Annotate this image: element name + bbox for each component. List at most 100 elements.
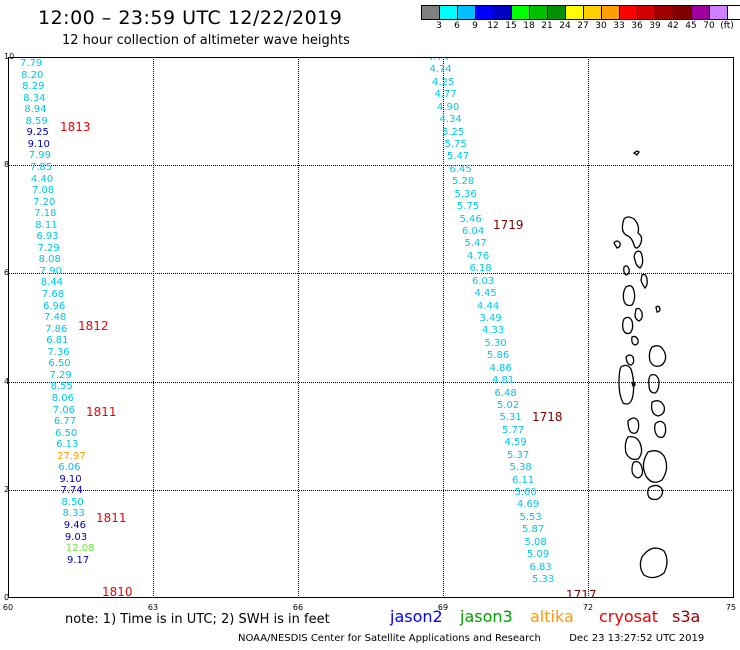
scale-label: 70 <box>703 21 715 31</box>
chart-title: 12:00 – 23:59 UTC 12/22/2019 <box>38 7 343 29</box>
scale-swatch <box>637 5 656 20</box>
scale-label: 27 <box>577 21 589 31</box>
scale-swatch <box>691 5 710 20</box>
wave-height-value: 3.49 <box>479 313 502 325</box>
scale-swatch <box>673 5 692 20</box>
wave-height-value: 4.90 <box>437 101 460 113</box>
map-frame <box>8 57 734 598</box>
wave-height-value: 9.10 <box>59 473 82 485</box>
units-note: note: 1) Time is in UTC; 2) SWH is in fe… <box>65 612 330 627</box>
wave-height-value: 4.76 <box>467 250 490 262</box>
lat-label-8: 8 <box>4 160 10 169</box>
wave-height-value: 4.45 <box>474 288 497 300</box>
grid-line-lat-4 <box>8 382 734 383</box>
wave-height-value: 8.08 <box>38 254 61 266</box>
wave-height-value: 5.09 <box>527 549 550 561</box>
wave-height-value: 8.44 <box>40 277 64 289</box>
wave-height-value: 8.06 <box>51 392 74 404</box>
wave-height-value: 7.68 <box>41 289 65 300</box>
wave-height-value: 6.06 <box>58 462 81 474</box>
wave-height-value: 8.33 <box>62 508 85 520</box>
wave-height-value: 5.47 <box>464 238 487 250</box>
grid-line-lat-2 <box>8 490 734 491</box>
chart-subtitle: 12 hour collection of altimeter wave hei… <box>62 33 350 48</box>
wave-height-value: 4.74 <box>427 57 450 63</box>
wave-height-value: 5.53 <box>519 511 542 523</box>
lat-label-4: 4 <box>4 377 10 386</box>
wave-height-value: 12.08 <box>65 543 95 555</box>
wave-height-value: 4.25 <box>432 76 455 88</box>
wave-height-value: 5.86 <box>487 350 510 362</box>
wave-height-value: 7.85 <box>29 161 53 173</box>
wave-height-value: 4.59 <box>504 437 527 449</box>
scale-swatch <box>601 5 620 20</box>
scale-label: 3 <box>436 21 442 31</box>
wave-height-value: 6.03 <box>472 275 495 287</box>
wave-height-value: 5.31 <box>499 412 522 424</box>
pass-time-label: 1717 <box>566 588 597 598</box>
wave-height-value: 6.77 <box>53 416 77 428</box>
grid-line-lat-8 <box>8 165 734 166</box>
scale-swatch <box>421 5 440 20</box>
grid-line-lon-63 <box>153 57 154 598</box>
scale-label: 6 <box>454 21 460 31</box>
wave-height-value: 6.18 <box>469 263 492 275</box>
scale-swatch <box>727 5 740 20</box>
wave-height-value: 9.10 <box>27 138 50 150</box>
wave-height-value: 5.02 <box>497 400 520 412</box>
wave-height-value: 8.94 <box>24 104 47 116</box>
maldives-coastline <box>613 150 668 579</box>
scale-label: 21 <box>541 21 553 31</box>
wave-height-value: 5.87 <box>522 524 545 536</box>
legend-cryosat: cryosat <box>599 607 659 626</box>
wave-height-value: 5.75 <box>457 201 480 213</box>
wave-height-value: 5.47 <box>447 151 470 163</box>
legend-s3a: s3a <box>672 607 701 626</box>
scale-label: 9 <box>472 21 478 31</box>
scale-label: 39 <box>649 21 661 31</box>
wave-height-value: 6.50 <box>48 358 71 370</box>
scale-label: 42 <box>667 21 679 31</box>
scale-label: 12 <box>487 21 499 31</box>
wave-height-value: 7.08 <box>32 185 55 197</box>
pass-time-label: 1719 <box>493 218 524 232</box>
pass-time-label: 1718 <box>532 410 563 424</box>
color-scale-labels: 3 6 9 12 15 18 21 24 27 30 33 36 39 42 45 70 (ft) <box>421 21 740 33</box>
wave-height-value: 7.29 <box>49 369 72 381</box>
wave-height-value: 7.29 <box>37 242 60 254</box>
wave-height-value: 6.48 <box>494 387 517 399</box>
wave-height-value: 5.75 <box>444 139 467 150</box>
wave-height-value: 9.17 <box>67 554 90 566</box>
wave-height-value: 6.81 <box>46 335 69 347</box>
wave-height-value: 4.33 <box>482 325 505 337</box>
pass-time-label: 1812 <box>78 319 109 333</box>
lat-label-6: 6 <box>4 268 10 277</box>
wave-height-value: 9.03 <box>64 531 88 543</box>
wave-height-value: 6.96 <box>42 300 66 312</box>
wave-height-value: 6.50 <box>54 427 78 439</box>
wave-height-value: 7.36 <box>47 346 70 358</box>
wave-height-value: 7.86 <box>45 323 68 335</box>
wave-height-value: 9.25 <box>26 127 49 139</box>
lon-label-60: 60 <box>2 603 14 612</box>
scale-label: 36 <box>631 21 643 31</box>
grid-line-lon-72 <box>588 57 589 598</box>
wave-height-value: 9.46 <box>63 520 86 531</box>
scale-label: 33 <box>613 21 625 31</box>
scale-label: 18 <box>523 21 535 31</box>
wave-height-value: 5.77 <box>502 424 525 436</box>
wave-height-value: 6.45 <box>449 163 472 175</box>
scale-swatch <box>511 5 530 20</box>
wave-height-value: 7.99 <box>28 150 51 162</box>
scale-swatch <box>583 5 602 20</box>
wave-height-value: 7.74 <box>60 485 83 497</box>
lon-label-75: 75 <box>725 603 737 612</box>
scale-swatch <box>709 5 728 20</box>
lat-label-0: 0 <box>4 593 10 602</box>
wave-height-value: 6.13 <box>56 439 79 451</box>
scale-swatch <box>655 5 674 20</box>
wave-height-value: 7.20 <box>33 196 56 208</box>
grid-line-lon-69 <box>443 57 444 598</box>
grid-line-lat-6 <box>8 273 734 274</box>
wave-height-value: 7.18 <box>34 208 57 220</box>
